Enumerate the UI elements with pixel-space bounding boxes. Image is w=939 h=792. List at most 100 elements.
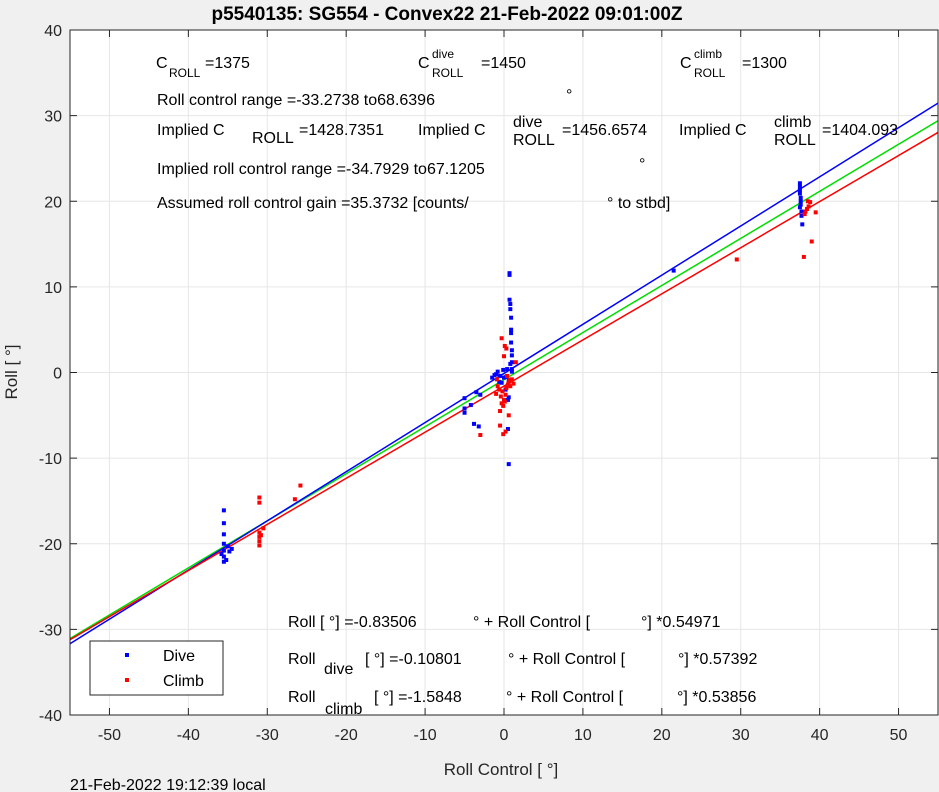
point-climb (257, 543, 262, 548)
point-climb (502, 354, 506, 359)
point-dive (462, 396, 467, 401)
point-climb (509, 377, 514, 382)
implied-all-sub: ROLL (252, 130, 294, 147)
point-dive (797, 184, 802, 189)
point-climb (504, 346, 509, 351)
point-dive (799, 209, 804, 214)
point-climb (292, 497, 297, 502)
point-climb (494, 391, 499, 396)
implied-range: Implied roll control range =-34.7929 to6… (157, 161, 485, 178)
degree-symbol-implied: ° (639, 156, 645, 173)
point-dive (509, 331, 514, 336)
eq-dive-b: ° + Roll Control [ (508, 651, 626, 668)
point-climb (498, 423, 503, 428)
point-dive (219, 552, 224, 557)
x-tick-label: 20 (653, 727, 671, 744)
point-climb (806, 204, 811, 209)
c-roll-dive-base: C (418, 55, 430, 72)
point-climb (801, 254, 806, 259)
point-dive (221, 548, 226, 553)
implied-climb-sub: ROLL (774, 132, 816, 149)
point-dive (225, 544, 230, 549)
legend-marker-dive (125, 653, 129, 657)
fit-line-climb (69, 131, 939, 641)
x-tick-label: 10 (574, 727, 592, 744)
x-axis-ticks: -50 -40 -30 -20 -10 0 10 20 30 40 50 (98, 30, 908, 744)
point-dive (505, 397, 510, 402)
implied-all-prefix: Implied C (157, 122, 225, 139)
implied-dive-value: =1456.6574 (562, 122, 647, 139)
point-dive (509, 353, 514, 358)
implied-climb-value: =1404.093 (822, 122, 898, 139)
point-dive (797, 205, 802, 210)
point-dive (502, 375, 506, 380)
annotation-c-roll: C ROLL =1375 (156, 55, 250, 80)
point-climb (802, 212, 807, 217)
y-tick-label: 0 (53, 366, 62, 383)
point-dive (221, 532, 226, 537)
x-tick-label: 30 (732, 727, 750, 744)
c-roll-climb-sub: ROLL (694, 66, 726, 80)
c-roll-dive-value: =1450 (481, 55, 526, 72)
point-climb (298, 483, 303, 488)
point-dive (224, 558, 229, 563)
chart-title: p5540135: SG554 - Convex22 21-Feb-2022 0… (211, 4, 682, 25)
c-roll-value: =1375 (205, 55, 250, 72)
point-dive (468, 403, 473, 408)
point-dive (474, 390, 479, 395)
point-dive (797, 181, 802, 186)
point-dive (221, 554, 226, 559)
c-roll-dive-sup: dive (432, 47, 454, 61)
eq-climb-label: Roll (288, 689, 316, 706)
point-dive (476, 424, 481, 429)
eq-climb-c: °] *0.53856 (677, 689, 756, 706)
point-dive (800, 222, 805, 227)
roll-control-range: Roll control range =-33.2738 to68.6396 (157, 92, 435, 109)
y-axis-label: Roll [ °] (2, 345, 21, 400)
point-dive (472, 421, 477, 426)
point-dive (509, 367, 514, 372)
point-climb (257, 530, 262, 535)
point-dive (509, 369, 514, 374)
point-climb (506, 380, 511, 385)
point-climb (499, 401, 504, 406)
implied-climb-sup: climb (774, 114, 811, 131)
point-dive (495, 369, 500, 374)
point-dive (509, 348, 514, 353)
equation-all: Roll [ °] =-0.83506 ° + Roll Control [ °… (288, 614, 720, 631)
point-climb (478, 433, 483, 438)
point-climb (803, 209, 808, 214)
point-climb (809, 239, 814, 244)
implied-dive-sup: dive (513, 114, 542, 131)
point-climb (508, 384, 513, 389)
point-climb (261, 526, 266, 531)
eq-all-b: ° + Roll Control [ (473, 614, 591, 631)
point-climb (498, 409, 503, 414)
implied-all-value: =1428.7351 (299, 122, 384, 139)
point-dive (221, 521, 226, 526)
point-climb (813, 210, 818, 215)
point-dive (509, 340, 514, 345)
y-tick-label: 20 (44, 194, 62, 211)
y-tick-label: 30 (44, 109, 62, 126)
point-dive (499, 380, 504, 385)
point-dive (505, 367, 510, 372)
y-tick-label: -20 (39, 537, 62, 554)
point-dive (221, 508, 226, 513)
point-dive (797, 188, 802, 193)
degree-symbol-range: ° (566, 87, 572, 104)
point-dive (509, 315, 514, 320)
legend-label-dive: Dive (163, 648, 195, 665)
point-climb (503, 429, 508, 434)
point-dive (462, 406, 467, 411)
point-dive (509, 360, 514, 365)
point-climb (507, 378, 512, 383)
x-tick-label: -20 (335, 727, 358, 744)
eq-all-a: Roll [ °] =-0.83506 (288, 614, 417, 631)
plot-frame (69, 29, 939, 716)
equation-climb: Roll climb [ °] =-1.5848 ° + Roll Contro… (288, 689, 756, 718)
legend: Dive Climb (89, 640, 224, 696)
legend-label-climb: Climb (163, 673, 204, 690)
point-climb (258, 533, 263, 538)
y-tick-label: -10 (39, 451, 62, 468)
